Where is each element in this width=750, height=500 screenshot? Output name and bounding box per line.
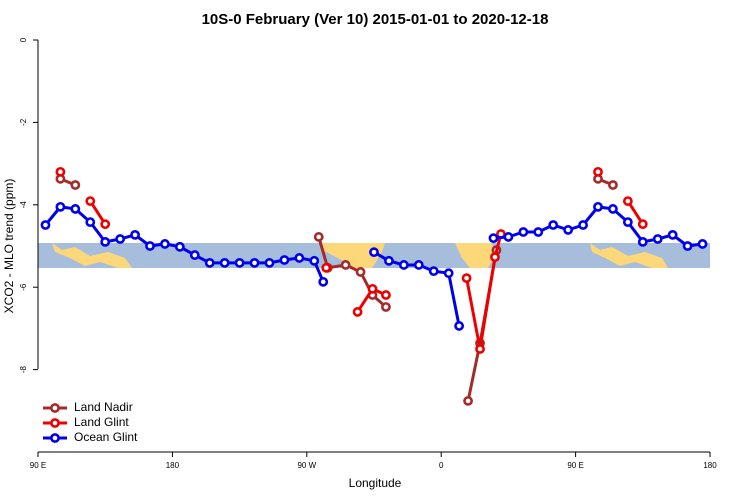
point (475, 344, 485, 354)
point (40, 220, 51, 230)
point (340, 260, 351, 270)
point (548, 220, 559, 230)
point (145, 241, 155, 251)
point (682, 241, 693, 251)
point (55, 201, 66, 212)
point (279, 255, 290, 265)
x-tick-label: 0 (439, 461, 444, 470)
point (352, 307, 363, 317)
point (219, 257, 230, 268)
point (381, 290, 391, 300)
point (85, 217, 96, 228)
y-tick-label: -8 (19, 365, 28, 373)
point (204, 257, 215, 268)
point (428, 266, 439, 277)
legend-label: Ocean Glint (74, 430, 138, 444)
point (398, 260, 409, 270)
point (309, 255, 320, 266)
series-line (89, 200, 645, 350)
point (130, 229, 140, 240)
x-tick-label: 90 E (567, 461, 583, 470)
point (608, 204, 618, 214)
point (318, 276, 329, 287)
point (355, 267, 366, 277)
point (622, 217, 633, 228)
point (100, 219, 111, 230)
point (490, 252, 500, 263)
point (461, 273, 472, 284)
land (52, 243, 132, 268)
point (578, 220, 588, 230)
point (384, 255, 394, 266)
point (369, 247, 379, 258)
point (160, 239, 170, 249)
x-tick-label: 90 E (30, 461, 46, 470)
point (637, 219, 648, 230)
x-tick-label: 180 (703, 461, 717, 470)
land (590, 243, 668, 268)
y-tick-label: -2 (19, 118, 28, 126)
point (249, 257, 260, 268)
legend-label: Land Glint (74, 415, 129, 429)
point (463, 396, 473, 406)
y-tick-label: -6 (19, 283, 28, 291)
y-tick-label: -4 (19, 201, 28, 209)
chart-title: 10S-0 February (Ver 10) 2015-01-01 to 20… (202, 11, 549, 28)
point (533, 227, 544, 237)
legend-marker (50, 403, 60, 413)
point (321, 262, 332, 273)
x-tick-label: 90 W (297, 461, 316, 470)
point (70, 180, 81, 190)
point (503, 232, 514, 242)
point (608, 180, 618, 190)
point (100, 236, 111, 247)
series-line (59, 177, 614, 402)
point (70, 204, 81, 214)
point (55, 166, 66, 177)
point (264, 257, 275, 268)
point (622, 196, 633, 206)
legend-marker (50, 433, 60, 443)
point (563, 225, 574, 235)
point (697, 239, 708, 249)
point (367, 283, 378, 294)
land (455, 243, 495, 268)
point (454, 321, 465, 331)
point (488, 233, 499, 244)
point (637, 236, 648, 247)
point (313, 232, 324, 242)
land (320, 243, 385, 268)
point (652, 234, 663, 244)
point (189, 250, 200, 260)
point (443, 268, 454, 279)
point (518, 227, 529, 237)
y-tick-label: 0 (19, 37, 28, 42)
point (593, 166, 603, 177)
y-axis-label: XCO2 - MLO trend (ppm) (2, 179, 16, 314)
point (667, 229, 678, 240)
point (413, 260, 424, 270)
legend-marker (50, 418, 60, 428)
point (174, 241, 185, 252)
point (115, 234, 126, 244)
point (381, 302, 391, 312)
point (294, 253, 305, 263)
x-axis-label: Longitude (349, 476, 402, 490)
point (85, 196, 96, 206)
x-tick-label: 180 (166, 461, 180, 470)
point (234, 257, 245, 268)
point (593, 201, 603, 212)
legend-label: Land Nadir (74, 400, 133, 414)
map-band (38, 243, 710, 268)
